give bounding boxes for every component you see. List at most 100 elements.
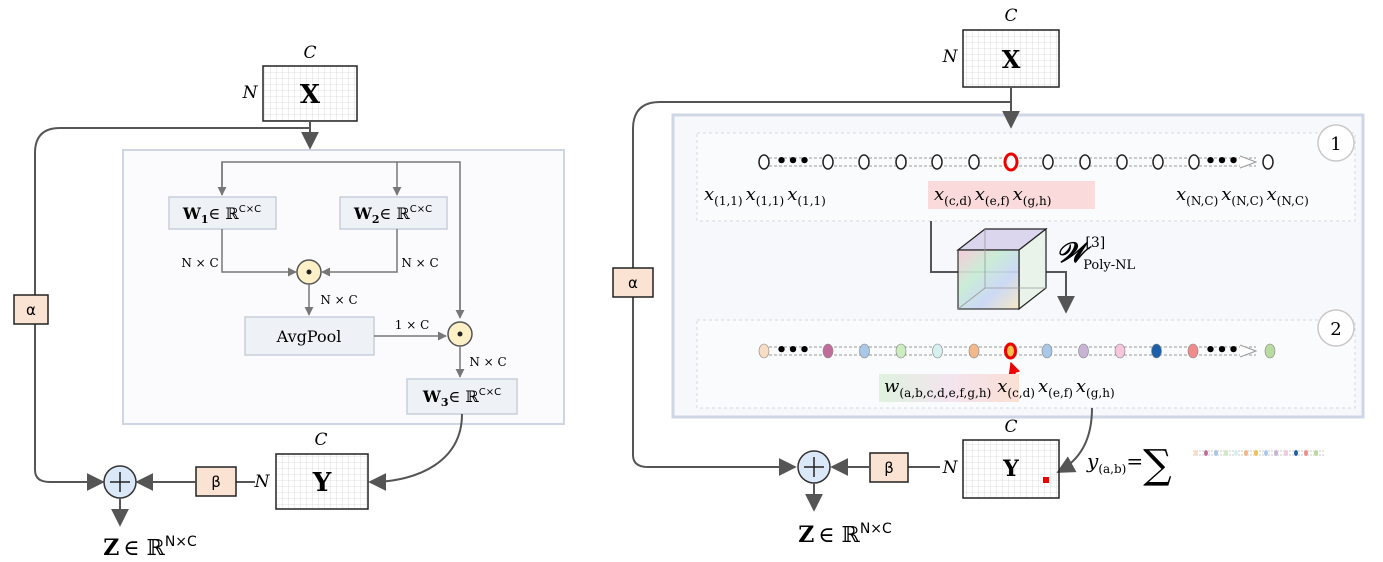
- left-nxc-label-4: N × C: [469, 355, 506, 369]
- left-w3-label: W3∈ ℝC×C: [422, 387, 501, 409]
- step-1-badge: [1317, 124, 1355, 162]
- left-avgpool-box: [244, 316, 375, 356]
- mini-seq-node: [1234, 450, 1238, 456]
- seq1-labels-right: x(N,C) x(N,C) x(N,C): [1176, 184, 1309, 208]
- left-x-n-label: N: [242, 83, 259, 103]
- left-w2-label: W2∈ ℝC×C: [353, 204, 432, 226]
- left-hadamard-1-dot: [306, 269, 312, 275]
- left-alpha-label: α: [26, 301, 36, 319]
- mini-seq-node: [1254, 450, 1258, 456]
- left-x-label: X: [300, 80, 321, 110]
- seq1-labels-left: x(1,1) x(1,1) x(1,1): [704, 184, 826, 208]
- right-x-n-label: N: [942, 47, 959, 67]
- seq2-node: [1187, 343, 1199, 359]
- mini-seq-node: [1294, 450, 1298, 456]
- mini-seq-node: [1274, 450, 1278, 456]
- seq1-node: [895, 154, 907, 170]
- seq2-node-highlight: [1004, 342, 1017, 360]
- mini-seq-node: [1194, 450, 1198, 456]
- seq1-node: [758, 154, 770, 170]
- seq2-node: [895, 343, 907, 359]
- seq2-node: [758, 343, 770, 359]
- poly-nl-weight-label: 𝒲[3] Poly-NL: [1056, 235, 1136, 273]
- mini-seq-node: [1314, 450, 1318, 456]
- left-skip-path: [34, 121, 311, 491]
- seq1-node: [1152, 154, 1164, 170]
- seq2-node: [1151, 343, 1162, 359]
- seq2-ellipsis-left: •••: [776, 340, 811, 361]
- mini-seq-node: [1304, 450, 1308, 456]
- seq2-node: [968, 343, 980, 359]
- seq1-track-arrow: [1239, 155, 1258, 169]
- left-y-c-label: C: [314, 430, 327, 450]
- seq1-node: [1042, 154, 1054, 170]
- y-equation-mini-sequence: [1193, 450, 1325, 456]
- seq1-node: [822, 154, 834, 170]
- right-skip-path: [632, 87, 1012, 476]
- seq2-ellipsis-right: •••: [1205, 340, 1240, 361]
- left-nxc-label-1: N × C: [181, 256, 218, 270]
- stage2-to-y-arrow: [1056, 407, 1093, 473]
- seq1-node: [1116, 154, 1128, 170]
- right-alpha-label: α: [628, 274, 638, 292]
- step-2-badge: [1317, 309, 1355, 347]
- stage-2-colored-nodes: [758, 342, 1276, 360]
- seq2-node: [1114, 343, 1126, 359]
- left-w1-to-dot: [221, 229, 297, 277]
- left-y-n-label: N: [254, 472, 271, 492]
- left-1xc-label: 1 × C: [395, 318, 430, 332]
- left-y-matrix: [275, 453, 369, 510]
- left-w2-box: [339, 196, 448, 230]
- seq1-node: [1079, 154, 1091, 170]
- seq1-ellipsis-left: •••: [776, 151, 811, 172]
- mini-seq-node: [1244, 450, 1248, 456]
- right-diagram: 1 2 X C N α •••: [612, 6, 1365, 548]
- left-w1-label: W1∈ ℝC×C: [182, 204, 261, 226]
- seq1-node-highlight: [1003, 152, 1019, 172]
- seq2-node: [859, 343, 870, 359]
- mini-seq-node: [1264, 450, 1268, 456]
- selected-pointer-arrow: [1008, 361, 1021, 376]
- left-alpha-box: [13, 294, 49, 325]
- right-y-c-label: C: [1004, 417, 1017, 437]
- seq2-track-arrow: [1239, 344, 1258, 358]
- left-avgpool-label: AvgPool: [276, 327, 342, 346]
- seq1-node: [931, 154, 943, 170]
- mini-seq-node: [1224, 450, 1228, 456]
- right-beta-box: [869, 452, 909, 483]
- left-w3-box: [406, 378, 518, 415]
- seq1-node: [1262, 154, 1274, 170]
- seq2-node: [1041, 343, 1053, 359]
- stage-1-sequence: ••• •••: [758, 151, 1274, 172]
- seq1-labels-mid: x(c,d) x(e,f) x(g,h): [934, 184, 1051, 208]
- left-y-label: Y: [312, 468, 332, 498]
- seq1-node: [1188, 154, 1200, 170]
- seq1-node: [968, 154, 980, 170]
- poly-nl-weight-cube: [956, 227, 1048, 311]
- right-beta-label: β: [884, 459, 894, 477]
- step-1-label: 1: [1330, 134, 1341, 155]
- left-diagram: X C N α W1∈ ℝC×C W2∈ ℝC×C N × C N × C: [13, 43, 565, 561]
- left-x-c-label: C: [303, 43, 316, 63]
- mini-seq-node: [1284, 450, 1288, 456]
- right-x-matrix: [962, 29, 1060, 88]
- left-beta-label: β: [211, 473, 221, 491]
- right-y-selected-cell: [1043, 477, 1049, 483]
- right-alpha-box: [612, 267, 654, 298]
- seq2-node: [822, 343, 834, 359]
- seq2-node: [1264, 343, 1276, 359]
- left-w2-to-dot: [321, 229, 398, 277]
- left-nxc-label-3: N × C: [320, 293, 357, 307]
- mini-seq-node: [1204, 450, 1208, 456]
- weight-term-highlight: [879, 374, 1019, 402]
- stage-2-panel: [696, 319, 1356, 409]
- seq1-ellipsis-right: •••: [1205, 151, 1240, 172]
- step-2-label: 2: [1330, 319, 1341, 340]
- y-equation: y(a,b)=∑: [1086, 442, 1172, 488]
- stage-2-term-label: w(a,b,c,d,e,f,g,h) x(c,d) x(e,f) x(g,h): [884, 376, 1115, 400]
- left-nxc-label-2: N × C: [401, 256, 438, 270]
- left-w3-to-y: [368, 413, 463, 491]
- cube-front-face: [957, 249, 1020, 310]
- seq1-highlight-box: [928, 181, 1095, 209]
- left-x-matrix: [262, 65, 358, 122]
